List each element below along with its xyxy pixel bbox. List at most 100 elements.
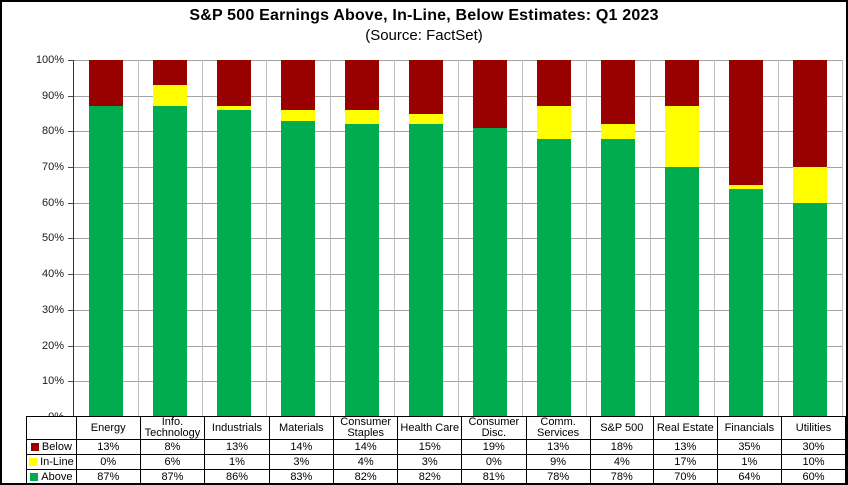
table-value-cell: 14% bbox=[332, 439, 399, 455]
bar-segment-below bbox=[473, 60, 507, 128]
bar-column-6 bbox=[409, 60, 443, 417]
table-value-cell: 9% bbox=[525, 454, 591, 470]
table-value-cell: 0% bbox=[75, 454, 141, 470]
table-value-cell: 86% bbox=[204, 469, 270, 483]
y-tick-mark bbox=[68, 60, 73, 61]
bar-segment-in-line bbox=[409, 113, 443, 125]
category-header-cell: Energy bbox=[75, 416, 141, 440]
table-value-cell: 15% bbox=[397, 439, 463, 455]
bar-segment-below bbox=[345, 60, 379, 110]
vertical-gridline bbox=[266, 60, 267, 417]
y-tick-mark bbox=[68, 203, 73, 204]
bar-segment-in-line bbox=[537, 106, 571, 139]
bar-segment-below bbox=[665, 60, 699, 107]
bar-segment-below bbox=[153, 60, 187, 85]
bar-segment-above bbox=[409, 124, 443, 417]
y-tick-mark bbox=[68, 96, 73, 97]
vertical-gridline bbox=[202, 60, 203, 417]
bar-segment-below bbox=[537, 60, 571, 107]
category-header-cell: S&P 500 bbox=[589, 416, 654, 440]
table-value-cell: 3% bbox=[397, 454, 463, 470]
table-value-cell: 13% bbox=[204, 439, 270, 455]
table-value-cell: 78% bbox=[525, 469, 591, 483]
y-tick-mark bbox=[68, 167, 73, 168]
y-tick-label: 50% bbox=[41, 232, 64, 244]
vertical-gridline bbox=[586, 60, 587, 417]
table-value-cell: 64% bbox=[716, 469, 783, 483]
bar-segment-in-line bbox=[217, 106, 251, 110]
plot-area bbox=[73, 60, 843, 417]
y-tick-mark bbox=[68, 346, 73, 347]
bar-segment-above bbox=[537, 138, 571, 417]
y-tick-label: 100% bbox=[35, 54, 64, 66]
table-value-cell: 83% bbox=[268, 469, 334, 483]
y-tick-mark bbox=[68, 381, 73, 382]
legend-label: Below bbox=[41, 441, 72, 453]
bar-segment-above bbox=[665, 167, 699, 417]
vertical-gridline bbox=[522, 60, 523, 417]
y-tick-label: 10% bbox=[41, 375, 64, 387]
legend-label: Above bbox=[41, 471, 73, 483]
y-tick-mark bbox=[68, 131, 73, 132]
bar-segment-in-line bbox=[345, 109, 379, 125]
bar-segment-below bbox=[729, 60, 763, 185]
vertical-gridline bbox=[778, 60, 779, 417]
table-corner-cell bbox=[26, 416, 77, 440]
bar-column-9 bbox=[601, 60, 635, 417]
bar-segment-in-line bbox=[281, 109, 315, 121]
legend-cell-in-line: In-Line bbox=[26, 454, 77, 470]
table-value-cell: 14% bbox=[268, 439, 334, 455]
vertical-gridline bbox=[394, 60, 395, 417]
table-value-cell: 4% bbox=[589, 454, 654, 470]
vertical-gridline bbox=[714, 60, 715, 417]
table-value-cell: 1% bbox=[716, 454, 783, 470]
category-header-cell: Consumer Disc. bbox=[461, 416, 527, 440]
bar-segment-above bbox=[601, 138, 635, 417]
bar-column-11 bbox=[729, 60, 763, 417]
table-value-cell: 81% bbox=[461, 469, 527, 483]
table-header-row: Energy Info. Technology Industrials Materia… bbox=[26, 416, 846, 440]
chart-title: S&P 500 Earnings Above, In-Line, Below E… bbox=[189, 7, 659, 24]
legend-swatch-above-icon bbox=[30, 473, 39, 481]
y-tick-label: 30% bbox=[41, 304, 64, 316]
category-header-cell: Health Care bbox=[397, 416, 463, 440]
y-tick-mark bbox=[68, 238, 73, 239]
category-header-cell: Comm. Services bbox=[525, 416, 591, 440]
bar-segment-above bbox=[793, 202, 827, 417]
table-value-cell: 70% bbox=[652, 469, 718, 483]
bar-segment-in-line bbox=[665, 106, 699, 168]
table-value-cell: 3% bbox=[268, 454, 334, 470]
bar-segment-below bbox=[217, 60, 251, 107]
legend-swatch-in-line-icon bbox=[29, 458, 38, 466]
table-value-cell: 13% bbox=[652, 439, 718, 455]
table-row-above: Above 87% 87% 86% 83% 82% 82% 81% 78% 78% 70% 64% 60… bbox=[26, 469, 846, 483]
bar-segment-below bbox=[281, 60, 315, 110]
legend-cell-above: Above bbox=[26, 469, 77, 483]
bar-column-10 bbox=[665, 60, 699, 417]
table-value-cell: 0% bbox=[461, 454, 527, 470]
table-row-below: Below 13% 8% 13% 14% 14% 15% 19% 13% 18% 13% 35% 30% bbox=[26, 439, 846, 455]
table-value-cell: 35% bbox=[716, 439, 783, 455]
bar-column-1 bbox=[89, 60, 123, 417]
bar-column-3 bbox=[217, 60, 251, 417]
bar-segment-above bbox=[89, 106, 123, 417]
table-value-cell: 17% bbox=[652, 454, 718, 470]
bar-column-2 bbox=[153, 60, 187, 417]
table-value-cell: 87% bbox=[75, 469, 141, 483]
data-table: Energy Info. Technology Industrials Materia… bbox=[26, 416, 846, 483]
table-value-cell: 78% bbox=[589, 469, 654, 483]
y-tick-label: 40% bbox=[41, 268, 64, 280]
table-value-cell: 10% bbox=[781, 454, 846, 470]
bar-segment-below bbox=[793, 60, 827, 168]
bar-segment-in-line bbox=[153, 84, 187, 107]
chart-subtitle: (Source: FactSet) bbox=[365, 27, 483, 44]
table-value-cell: 82% bbox=[332, 469, 399, 483]
vertical-gridline bbox=[650, 60, 651, 417]
table-value-cell: 8% bbox=[139, 439, 206, 455]
bar-column-5 bbox=[345, 60, 379, 417]
y-tick-label: 90% bbox=[41, 90, 64, 102]
bar-segment-above bbox=[473, 127, 507, 417]
category-header-cell: Info. Technology bbox=[139, 416, 206, 440]
table-value-cell: 60% bbox=[781, 469, 846, 483]
bar-segment-above bbox=[345, 124, 379, 417]
